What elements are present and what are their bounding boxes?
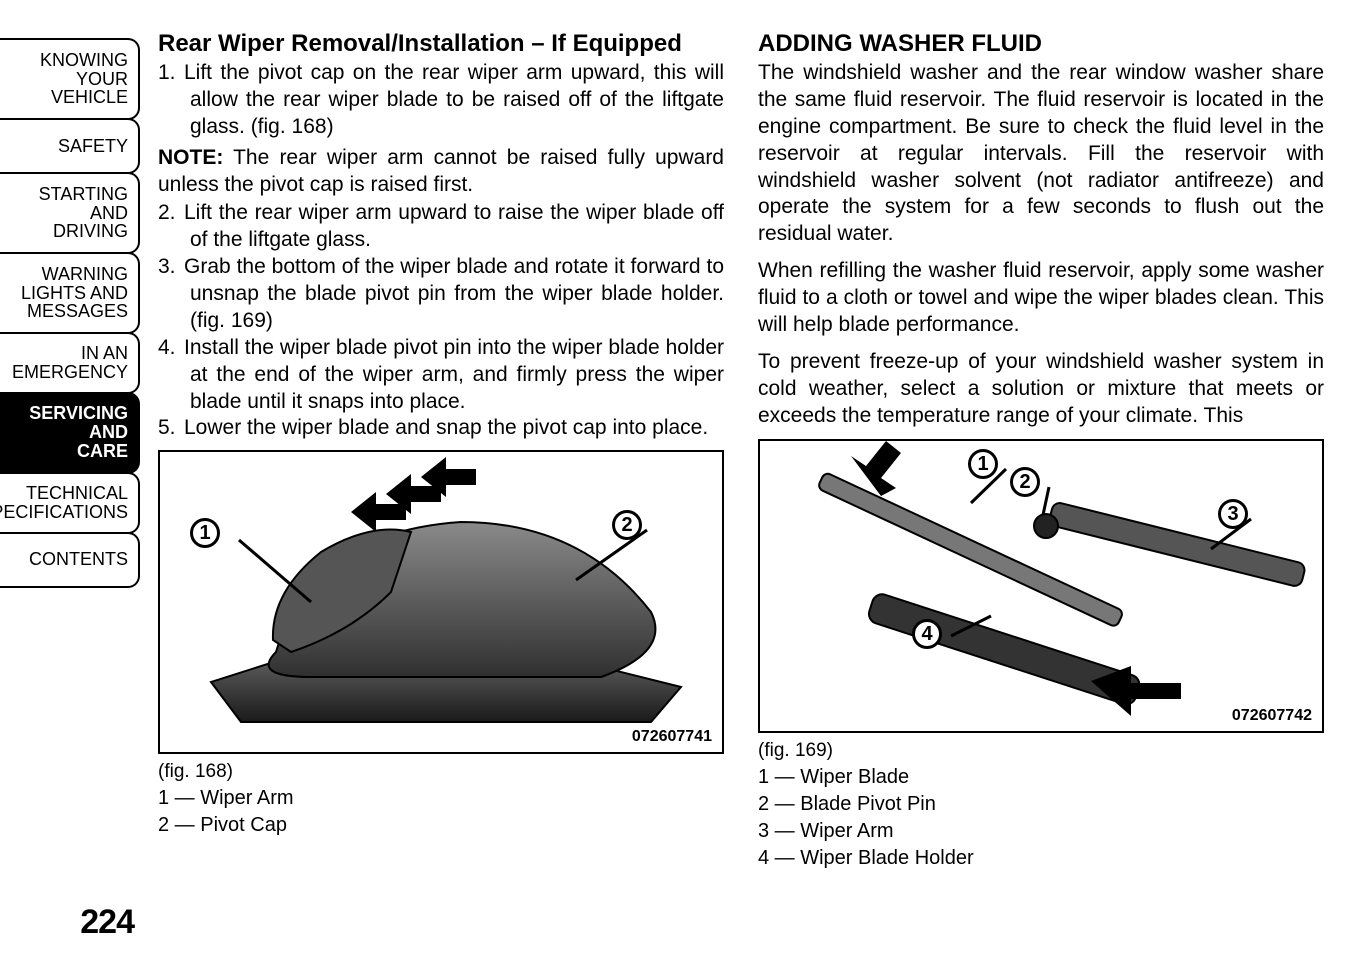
nav-label: IN AN [81,344,128,363]
figure-legend: 2 — Pivot Cap [158,813,724,838]
figure-legend: 4 — Wiper Blade Holder [758,846,1324,871]
body-paragraph: To prevent freeze-up of your windshield … [758,349,1324,430]
nav-tab-technical[interactable]: TECHNICAL SPECIFICATIONS [0,472,140,534]
nav-label: YOUR [76,70,128,89]
nav-tab-emergency[interactable]: IN AN EMERGENCY [0,332,140,394]
body-paragraph: When refilling the washer fluid reservoi… [758,258,1324,339]
nav-label: SAFETY [58,137,128,156]
figure-caption: (fig. 168) [158,760,724,784]
nav-label: MESSAGES [27,302,128,321]
manual-page: KNOWING YOUR VEHICLE SAFETY STARTING AND… [0,0,1352,954]
figure-168: 1 2 072607741 (fig. 168) 1 — Wiper Arm 2… [158,450,724,838]
nav-label: TECHNICAL [26,484,128,503]
figure-legend: 1 — Wiper Arm [158,786,724,811]
figure-legend: 2 — Blade Pivot Pin [758,792,1324,817]
nav-label: WARNING [42,265,128,284]
step-item: 4.Install the wiper blade pivot pin into… [158,335,724,416]
step-number: 5. [158,415,184,442]
nav-label: VEHICLE [51,88,128,107]
nav-label: DRIVING [53,222,128,241]
section-nav: KNOWING YOUR VEHICLE SAFETY STARTING AND… [0,0,140,954]
figure-caption: (fig. 169) [758,739,1324,763]
figure-legend: 1 — Wiper Blade [758,765,1324,790]
body-paragraph: The windshield washer and the rear windo… [758,60,1324,248]
wiper-blade-illustration-icon [760,441,1322,731]
step-text: Install the wiper blade pivot pin into t… [184,336,724,413]
nav-label: AND [89,423,128,442]
nav-label: SERVICING [29,404,128,423]
figure-168-image: 1 2 072607741 [158,450,724,754]
step-list-cont: 2.Lift the rear wiper arm upward to rais… [158,200,724,442]
left-heading: Rear Wiper Removal/Installation – If Equ… [158,30,724,58]
step-item: 3.Grab the bottom of the wiper blade and… [158,254,724,335]
image-code: 072607741 [630,728,714,746]
note-label: NOTE: [158,146,223,169]
step-text: Lift the rear wiper arm upward to raise … [184,201,724,251]
nav-label: AND [90,204,128,223]
step-text: Lift the pivot cap on the rear wiper arm… [184,61,724,138]
left-column: Rear Wiper Removal/Installation – If Equ… [158,30,724,944]
step-text: Lower the wiper blade and snap the pivot… [184,416,708,439]
content-area: Rear Wiper Removal/Installation – If Equ… [140,0,1352,954]
nav-tab-warning[interactable]: WARNING LIGHTS AND MESSAGES [0,252,140,334]
nav-label: KNOWING [40,51,128,70]
right-column: ADDING WASHER FLUID The windshield washe… [758,30,1324,944]
figure-169-image: 1 2 3 4 072607742 [758,439,1324,733]
page-number: 224 [80,903,134,942]
step-number: 2. [158,200,184,227]
step-item: 2.Lift the rear wiper arm upward to rais… [158,200,724,254]
step-item: 5.Lower the wiper blade and snap the piv… [158,415,724,442]
nav-tab-contents[interactable]: CONTENTS [0,532,140,588]
step-list: 1.Lift the pivot cap on the rear wiper a… [158,60,724,141]
step-text: Grab the bottom of the wiper blade and r… [184,255,724,332]
wiper-illustration-icon [160,452,722,752]
image-code: 072607742 [1230,707,1314,725]
nav-label: EMERGENCY [12,363,128,382]
nav-tab-knowing[interactable]: KNOWING YOUR VEHICLE [0,38,140,120]
right-heading: ADDING WASHER FLUID [758,30,1324,58]
note-text: The rear wiper arm cannot be raised full… [158,146,724,196]
nav-tab-starting[interactable]: STARTING AND DRIVING [0,172,140,254]
step-number: 1. [158,60,184,87]
nav-label: CONTENTS [29,550,128,569]
figure-legend: 3 — Wiper Arm [758,819,1324,844]
nav-tab-safety[interactable]: SAFETY [0,118,140,174]
step-number: 3. [158,254,184,281]
nav-label: STARTING [39,185,128,204]
nav-label: LIGHTS AND [21,284,128,303]
figure-169: 1 2 3 4 072607742 (fig. 169) 1 — Wiper B… [758,439,1324,871]
nav-label: SPECIFICATIONS [0,503,128,522]
step-number: 4. [158,335,184,362]
step-item: 1.Lift the pivot cap on the rear wiper a… [158,60,724,141]
nav-label: CARE [77,442,128,461]
note: NOTE: The rear wiper arm cannot be raise… [158,145,724,199]
nav-tab-servicing[interactable]: SERVICING AND CARE [0,392,140,474]
